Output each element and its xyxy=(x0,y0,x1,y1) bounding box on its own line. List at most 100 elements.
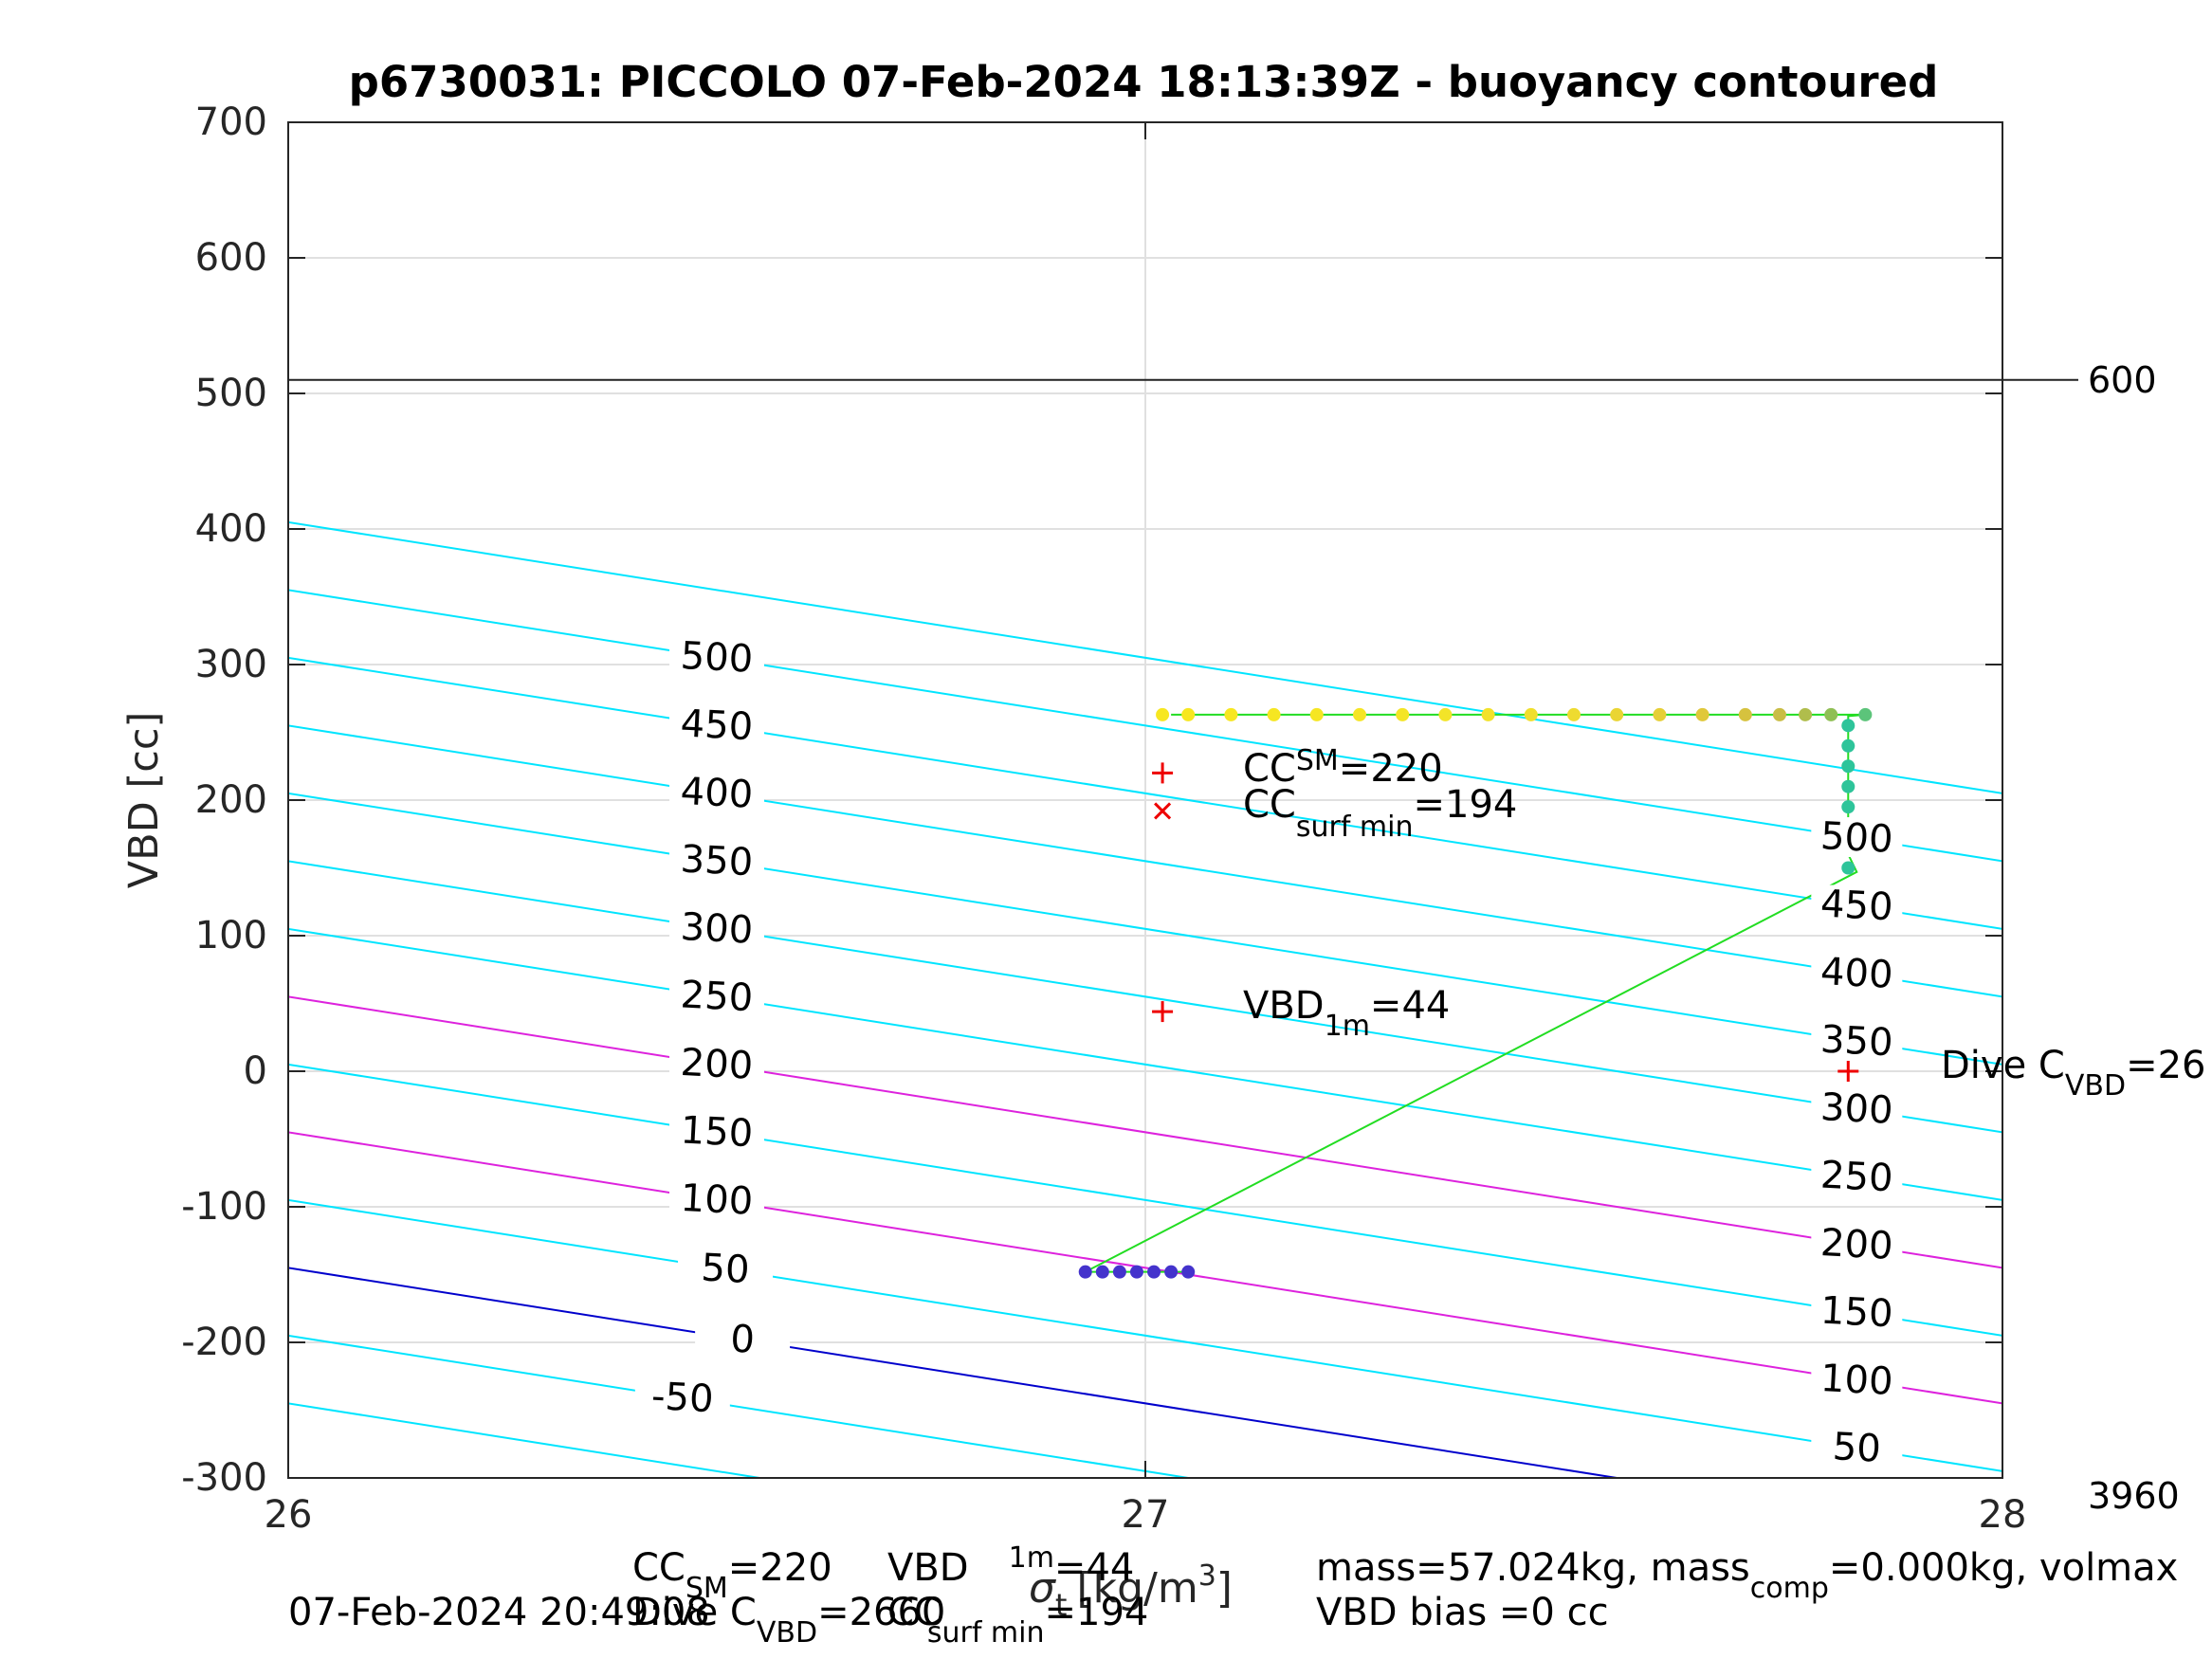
contour-label-bg xyxy=(1811,1156,1903,1196)
data-point xyxy=(1610,707,1624,721)
contour-label: 150 xyxy=(680,1108,755,1156)
contour-label: 100 xyxy=(1819,1357,1894,1404)
footer-mass: mass=57.024kg, masscomp=0.000kg, volmax xyxy=(1316,1546,2178,1605)
y-tick-label: 400 xyxy=(195,507,267,551)
contour-label: 450 xyxy=(680,702,755,749)
x-marker xyxy=(1154,802,1172,820)
contour-label-bg xyxy=(669,974,764,1016)
contour-label-bg xyxy=(669,702,764,745)
contour-label-bg xyxy=(678,1246,774,1288)
y-tick-label: -300 xyxy=(181,1456,267,1500)
markers xyxy=(1152,762,1859,1082)
cc-surf-min-annotation: CCsurf min=194 xyxy=(1243,783,1517,844)
data-point xyxy=(1129,1265,1143,1279)
footer-vbd-1m: VBD 1m=44 xyxy=(887,1541,1134,1590)
contour-line xyxy=(288,1063,2002,1337)
data-point xyxy=(1181,1265,1196,1279)
contour-line xyxy=(288,724,2002,998)
marker-stroke xyxy=(1154,802,1172,820)
contour-line xyxy=(288,520,2002,794)
y-tick-label: 100 xyxy=(195,914,267,957)
y-tick-label: 500 xyxy=(195,372,267,415)
y-tick-label: 600 xyxy=(195,236,267,280)
contour-line xyxy=(288,927,2002,1201)
y-tick-label: -100 xyxy=(181,1185,267,1229)
data-point xyxy=(1841,719,1856,733)
y-tick-label: 300 xyxy=(195,643,267,686)
contour-line xyxy=(288,656,2002,930)
contour-label-bg xyxy=(634,1375,730,1417)
contour-label-bg xyxy=(1811,817,1903,858)
contour-label: 400 xyxy=(1819,950,1894,997)
contour-label: 350 xyxy=(680,837,755,884)
contour-label-bg xyxy=(695,1317,791,1359)
chart-title: p6730031: PICCOLO 07-Feb-2024 18:13:39Z … xyxy=(349,57,1939,107)
contour-label: 0 xyxy=(729,1318,756,1362)
contour-label: 250 xyxy=(680,973,755,1020)
data-point xyxy=(1841,759,1856,774)
right-label-top: 600 xyxy=(2088,359,2157,401)
data-point xyxy=(1078,1265,1092,1279)
contour-line xyxy=(288,995,2002,1269)
contour-label-bg xyxy=(669,1176,764,1219)
contour-label: 200 xyxy=(1819,1221,1894,1268)
x-axis-label: σt [kg/m3] xyxy=(1029,1559,1233,1623)
contour-label: 450 xyxy=(1819,883,1894,930)
data-point xyxy=(1738,707,1752,721)
contour-label-bg xyxy=(1811,1088,1903,1129)
data-point xyxy=(1695,707,1709,721)
contour-label: 150 xyxy=(1819,1289,1894,1337)
contour-label: 50 xyxy=(700,1246,750,1292)
contour-label-bg xyxy=(669,1109,764,1152)
y-tick-label: 200 xyxy=(195,778,267,822)
y-tick-label: 0 xyxy=(244,1049,267,1093)
data-point xyxy=(1841,738,1856,753)
contour-label: 250 xyxy=(1819,1154,1894,1201)
data-point xyxy=(1567,707,1581,721)
data-point xyxy=(1841,800,1856,814)
contour-label: 500 xyxy=(1819,814,1894,862)
x-tick-label: 26 xyxy=(265,1493,313,1537)
contour-line xyxy=(288,792,2002,1066)
data-point xyxy=(1224,707,1238,721)
contour-line xyxy=(288,860,2002,1134)
data-point xyxy=(1824,707,1838,721)
footer-timestamp: 07-Feb-2024 20:49:08 xyxy=(288,1591,710,1634)
contour-label: 350 xyxy=(1819,1018,1894,1066)
contour-label-bg xyxy=(1811,953,1903,994)
data-point xyxy=(1147,1265,1161,1279)
data-point xyxy=(1858,707,1873,721)
data-point xyxy=(1772,707,1786,721)
data-point xyxy=(1841,861,1856,875)
contour-label-bg xyxy=(669,838,764,881)
contour-line xyxy=(288,1198,2002,1472)
footer-cc-surf-min: CCsurf min=194 xyxy=(887,1591,1148,1650)
contour-label: 300 xyxy=(680,905,755,953)
data-point xyxy=(1181,707,1196,721)
buoyancy-contours xyxy=(288,520,2002,1478)
contour-labels: -50 0 50 50 100 100 150 150 200 200 250 250 300 300 35… xyxy=(634,634,1903,1471)
data-point xyxy=(1156,707,1170,721)
contour-label: 500 xyxy=(680,634,755,682)
y-tick-label: -200 xyxy=(181,1321,267,1364)
vbd-1m-annotation: VBD1m=44 xyxy=(1243,984,1450,1043)
contour-line xyxy=(288,1267,1623,1478)
data-point xyxy=(1481,707,1495,721)
contour-label-bg xyxy=(669,1041,764,1084)
contour-label: 300 xyxy=(1819,1085,1894,1133)
right-label-bottom: 3960 xyxy=(2088,1475,2180,1517)
data-point xyxy=(1164,1265,1179,1279)
contour-label-bg xyxy=(1811,1427,1903,1468)
contour-label-bg xyxy=(1811,1359,1903,1400)
contour-label: 50 xyxy=(1832,1425,1882,1471)
contour-label-bg xyxy=(669,770,764,812)
contour-line xyxy=(288,589,2002,863)
contour-label-bg xyxy=(1811,1020,1903,1061)
data-point xyxy=(1524,707,1538,721)
contour-label: 200 xyxy=(680,1041,755,1088)
data-point xyxy=(1653,707,1667,721)
plus-marker xyxy=(1152,762,1174,784)
contour-label-bg xyxy=(1811,1291,1903,1332)
